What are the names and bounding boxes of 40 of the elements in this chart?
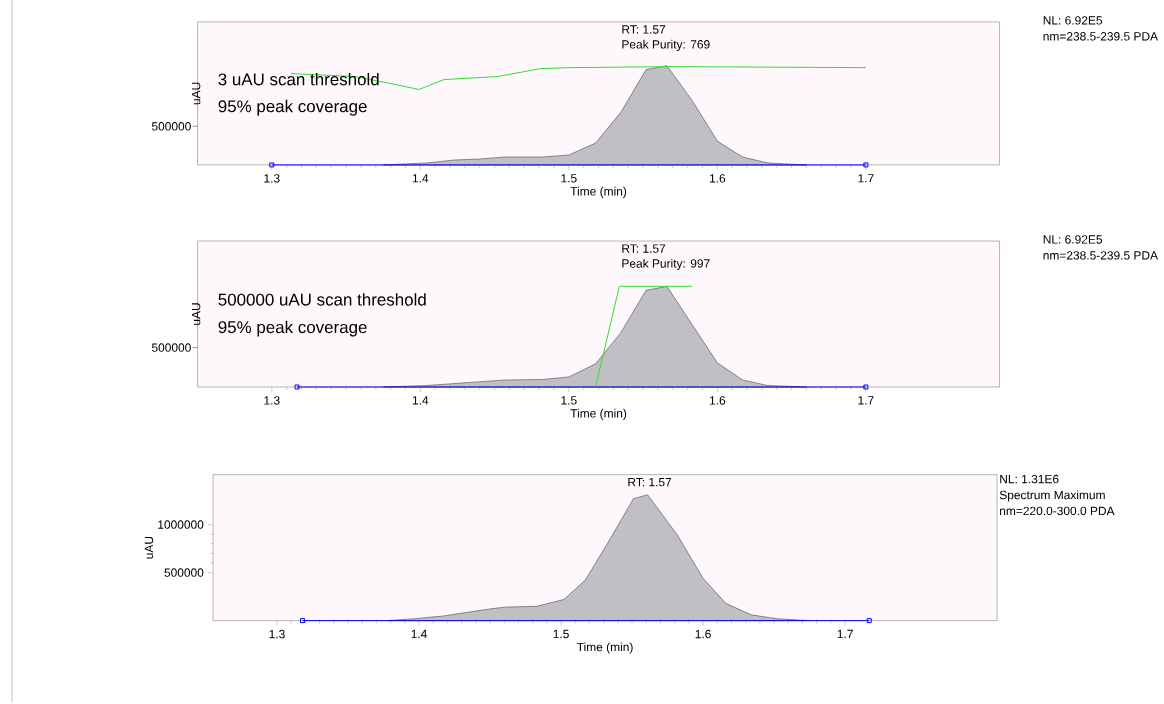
annotation: 500000 uAU scan threshold	[218, 293, 426, 306]
text: 500000	[151, 343, 191, 352]
chart-title: RT: 1.57	[622, 25, 666, 34]
x-tick-label: 1.4	[412, 396, 429, 405]
annotation: 95% peak coverage	[218, 99, 367, 116]
text: NL: 6.92E5	[1043, 16, 1103, 25]
text: NL: 1.31E6	[1000, 474, 1059, 484]
chart-subtitle: Peak Purity: 997	[622, 258, 710, 270]
x-tick-label: 1.3	[264, 396, 280, 405]
x-tick-label: 1.5	[553, 629, 569, 639]
annotation: 3 uAU scan threshold	[218, 72, 379, 86]
y-axis-title: uAU	[192, 303, 201, 325]
y-tick-label: 1000000	[158, 520, 204, 529]
text: Spectrum Maximum	[999, 490, 1105, 502]
x-tick-label: 1.3	[269, 629, 285, 639]
chart-title: RT: 1.57	[622, 244, 666, 253]
x-tick-label: 1.6	[695, 629, 711, 639]
y-axis-title: uAU	[192, 82, 201, 105]
chart-title: RT: 1.57	[628, 477, 672, 487]
x-tick-label: 1.6	[709, 174, 726, 183]
x-tick-label: 1.5	[561, 396, 577, 405]
x-tick-label: 1.6	[709, 396, 726, 405]
x-tick-label: 1.5	[561, 174, 577, 183]
text: nm=238.5-239.5 PDA	[1043, 251, 1159, 260]
x-tick-label: 1.4	[412, 174, 429, 183]
x-tick-label: 1.4	[411, 629, 427, 638]
x-axis-title: Time (min)	[576, 642, 633, 654]
x-tick-label: 1.7	[858, 174, 874, 183]
x-axis-title: Time (min)	[570, 186, 627, 198]
x-tick-label: 1.7	[858, 396, 874, 405]
text: NL: 6.92E5	[1043, 235, 1103, 244]
y-axis-title: uAU	[144, 536, 154, 559]
x-tick-label: 1.7	[837, 629, 853, 638]
text: nm=220.0-300.0 PDA	[1000, 506, 1115, 516]
text: 500000	[151, 122, 191, 131]
text: nm=238.5-239.5 PDA	[1043, 32, 1159, 41]
annotation: 95% peak coverage	[218, 320, 367, 337]
x-axis-title: Time (min)	[570, 408, 627, 420]
chart-subtitle: Peak Purity: 769	[622, 39, 710, 51]
x-tick-label: 1.3	[264, 174, 280, 183]
